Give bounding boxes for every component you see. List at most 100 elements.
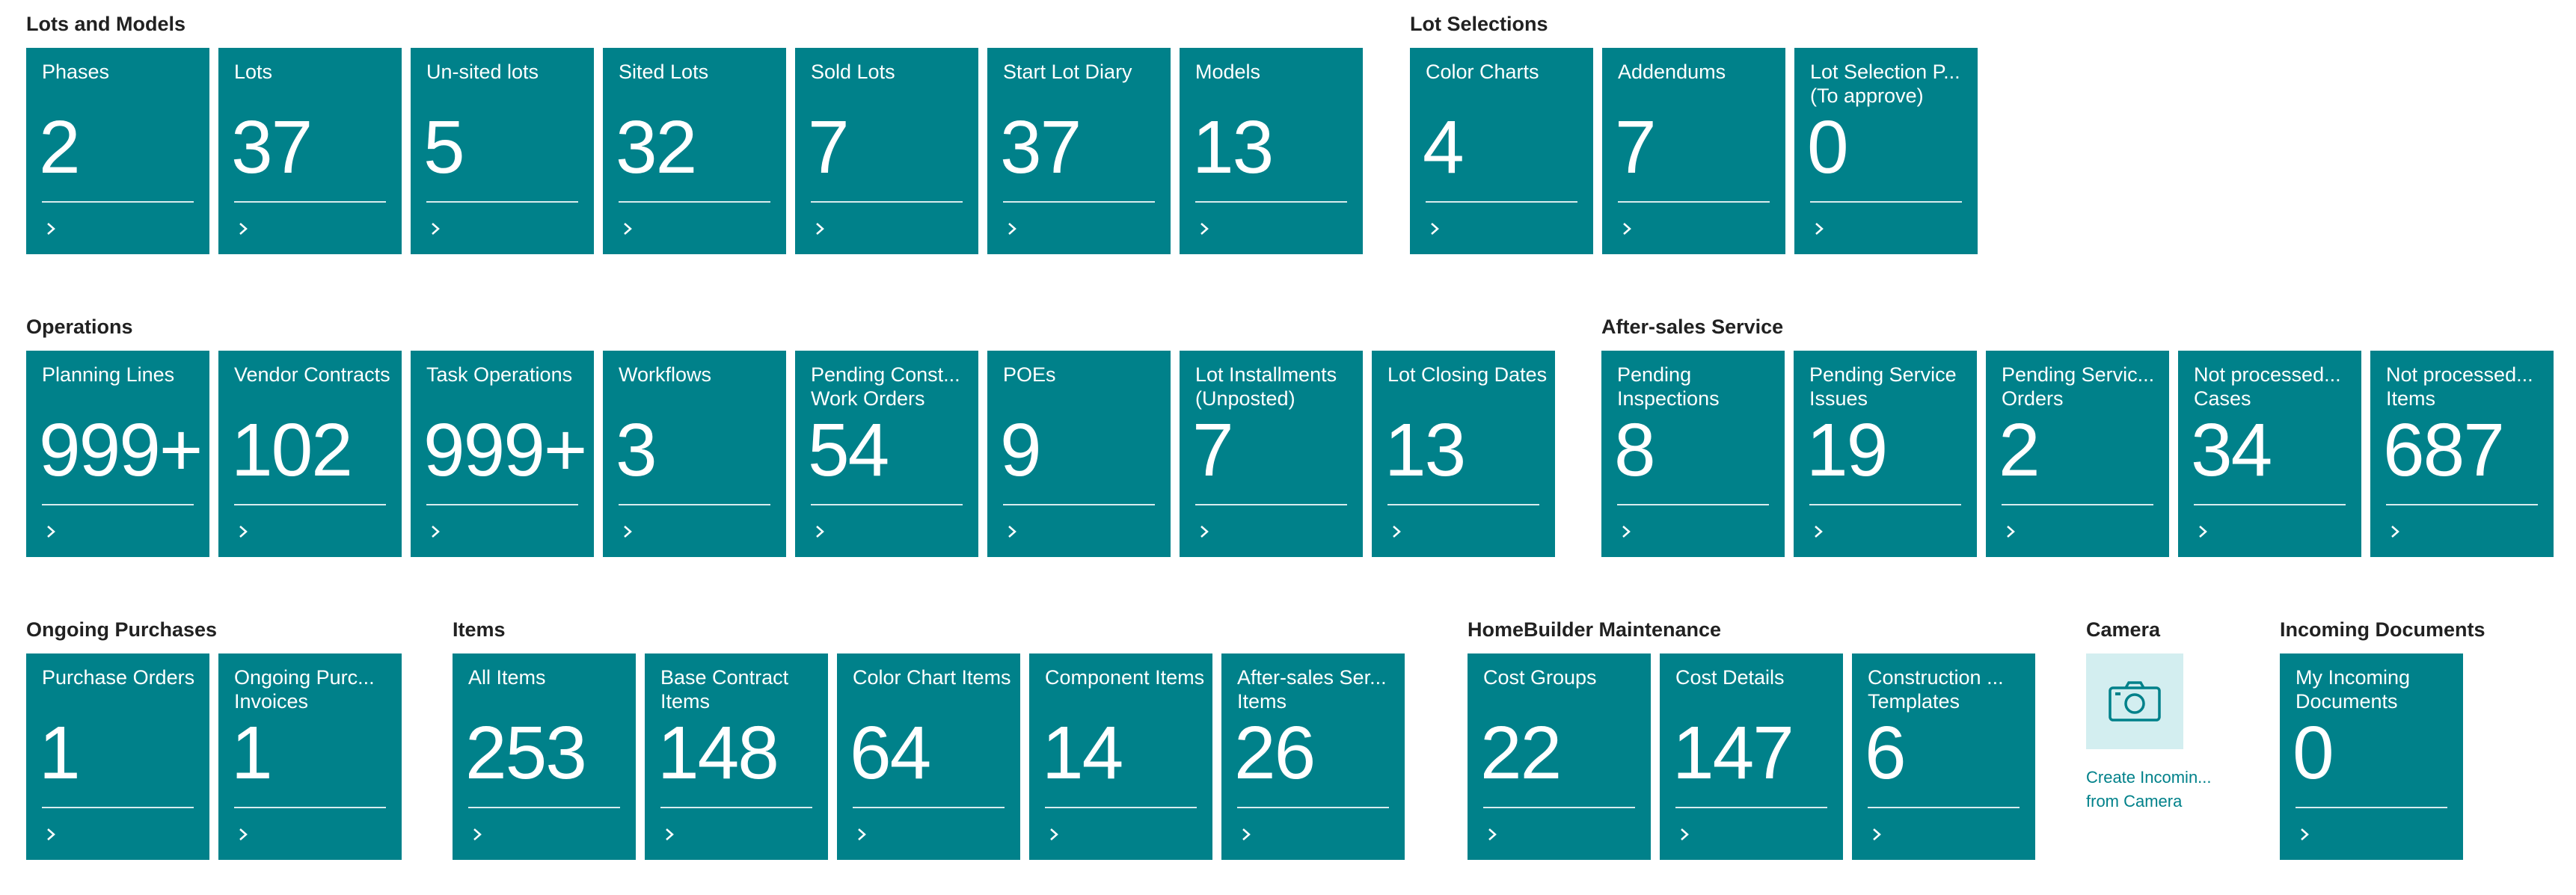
chevron-right-icon	[1387, 520, 1407, 543]
tile-label: Vendor Contracts	[234, 363, 390, 386]
chevron-right-icon	[1809, 520, 1829, 543]
tile-label: Purchase Orders	[42, 666, 195, 689]
chevron-right-icon	[234, 218, 254, 240]
group-operations: Operations Planning Lines 999+ Vendor Co…	[26, 316, 1555, 562]
tile-lot-closing-dates[interactable]: Lot Closing Dates 13	[1372, 351, 1555, 557]
group-items: Items All Items 253 Base Contract Items …	[453, 618, 1410, 865]
create-incoming-document-from-camera-action[interactable]: Create Incomin... from Camera	[2086, 653, 2269, 860]
group-lot-selections: Lot Selections Color Charts 4 Addendums …	[1410, 13, 1978, 259]
tile-divider	[2296, 807, 2447, 808]
tile-value: 7	[808, 105, 850, 189]
tile-cost-groups[interactable]: Cost Groups 22	[1468, 653, 1651, 860]
tile-after-sales-service-items[interactable]: After-sales Ser... Items 26	[1221, 653, 1405, 860]
tile-my-incoming-documents[interactable]: My Incoming Documents 0	[2280, 653, 2463, 860]
tile-not-processed-items[interactable]: Not processed... Items 687	[2370, 351, 2554, 557]
tile-value: 34	[2191, 408, 2272, 492]
chevron-right-icon	[42, 218, 61, 240]
tile-pending-construction-work-orders[interactable]: Pending Const... Work Orders 54	[795, 351, 978, 557]
tile-label: Ongoing Purc... Invoices	[234, 666, 375, 713]
tile-label: POEs	[1003, 363, 1056, 386]
tile-value: 14	[1042, 711, 1123, 795]
tile-label: Not processed... Cases	[2194, 363, 2341, 410]
tile-base-contract-items[interactable]: Base Contract Items 148	[645, 653, 828, 860]
tile-value: 687	[2383, 408, 2505, 492]
tile-color-chart-items[interactable]: Color Chart Items 64	[837, 653, 1020, 860]
tile-start-lot-diary[interactable]: Start Lot Diary 37	[987, 48, 1171, 254]
tile-construction-templates[interactable]: Construction ... Templates 6	[1852, 653, 2035, 860]
tile-component-items[interactable]: Component Items 14	[1029, 653, 1212, 860]
tile-label: Planning Lines	[42, 363, 175, 386]
tile-cost-details[interactable]: Cost Details 147	[1660, 653, 1843, 860]
tile-label: Addendums	[1618, 61, 1726, 83]
camera-action-caption[interactable]: Create Incomin... from Camera	[2086, 766, 2269, 814]
chevron-right-icon	[426, 520, 446, 543]
tile-divider	[1617, 504, 1769, 505]
tile-divider	[619, 504, 770, 505]
tile-vendor-contracts[interactable]: Vendor Contracts 102	[218, 351, 402, 557]
tile-divider	[619, 201, 770, 203]
tile-addendums[interactable]: Addendums 7	[1602, 48, 1785, 254]
camera-caption-line-1[interactable]: Create Incomin...	[2086, 768, 2212, 787]
tile-sold-lots[interactable]: Sold Lots 7	[795, 48, 978, 254]
tile-phases[interactable]: Phases 2	[26, 48, 209, 254]
tile-ongoing-purchase-invoices[interactable]: Ongoing Purc... Invoices 1	[218, 653, 402, 860]
tile-label: Un-sited lots	[426, 61, 539, 83]
tile-lots[interactable]: Lots 37	[218, 48, 402, 254]
tile-label: My Incoming Documents	[2296, 666, 2411, 713]
tile-value: 5	[423, 105, 465, 189]
tile-value: 0	[1807, 105, 1849, 189]
tile-pending-inspections[interactable]: Pending Inspections 8	[1601, 351, 1785, 557]
tile-sited-lots[interactable]: Sited Lots 32	[603, 48, 786, 254]
tile-divider	[1237, 807, 1389, 808]
tile-label: Lots	[234, 61, 273, 83]
tile-workflows[interactable]: Workflows 3	[603, 351, 786, 557]
tile-divider	[1483, 807, 1635, 808]
tile-task-operations[interactable]: Task Operations 999+	[411, 351, 594, 557]
tile-lot-installments-unposted[interactable]: Lot Installments (Unposted) 7	[1180, 351, 1363, 557]
tile-divider	[1003, 504, 1155, 505]
tile-value: 6	[1865, 711, 1907, 795]
tile-color-charts[interactable]: Color Charts 4	[1410, 48, 1593, 254]
tile-divider	[660, 807, 812, 808]
tile-divider	[468, 807, 620, 808]
tile-all-items[interactable]: All Items 253	[453, 653, 636, 860]
tile-value: 26	[1234, 711, 1316, 795]
tile-value: 148	[657, 711, 779, 795]
tile-pending-service-issues[interactable]: Pending Service Issues 19	[1794, 351, 1977, 557]
chevron-right-icon	[1003, 520, 1022, 543]
tile-value: 13	[1384, 408, 1466, 492]
tile-label: Color Chart Items	[853, 666, 1011, 689]
chevron-right-icon	[1195, 520, 1215, 543]
tile-label: Component Items	[1045, 666, 1205, 689]
tile-label: Construction ... Templates	[1868, 666, 2004, 713]
tile-poes[interactable]: POEs 9	[987, 351, 1171, 557]
camera-caption-line-2[interactable]: from Camera	[2086, 792, 2183, 811]
tile-value: 13	[1192, 105, 1274, 189]
group-title: After-sales Service	[1601, 316, 1784, 338]
tile-purchase-orders[interactable]: Purchase Orders 1	[26, 653, 209, 860]
tile-value: 9	[1000, 408, 1042, 492]
group-incoming-documents: Incoming Documents My Incoming Documents…	[2280, 618, 2504, 865]
tile-models[interactable]: Models 13	[1180, 48, 1363, 254]
group-title: Lot Selections	[1410, 13, 1548, 35]
chevron-right-icon	[660, 823, 680, 846]
tile-un-sited-lots[interactable]: Un-sited lots 5	[411, 48, 594, 254]
chevron-right-icon	[1868, 823, 1887, 846]
tile-label: After-sales Ser... Items	[1237, 666, 1387, 713]
chevron-right-icon	[234, 520, 254, 543]
camera-tile[interactable]	[2086, 653, 2183, 749]
tile-label: Cost Details	[1675, 666, 1785, 689]
tile-planning-lines[interactable]: Planning Lines 999+	[26, 351, 209, 557]
tile-divider	[1675, 807, 1827, 808]
tile-label: Workflows	[619, 363, 712, 386]
chevron-right-icon	[1426, 218, 1445, 240]
chevron-right-icon	[2002, 520, 2021, 543]
tile-not-processed-cases[interactable]: Not processed... Cases 34	[2178, 351, 2361, 557]
tile-pending-service-orders[interactable]: Pending Servic... Orders 2	[1986, 351, 2169, 557]
tile-divider	[42, 504, 194, 505]
tile-divider	[234, 201, 386, 203]
chevron-right-icon	[1195, 218, 1215, 240]
tile-divider	[1618, 201, 1770, 203]
tile-divider	[1809, 504, 1961, 505]
tile-lot-selection-to-approve[interactable]: Lot Selection P... (To approve) 0	[1794, 48, 1978, 254]
